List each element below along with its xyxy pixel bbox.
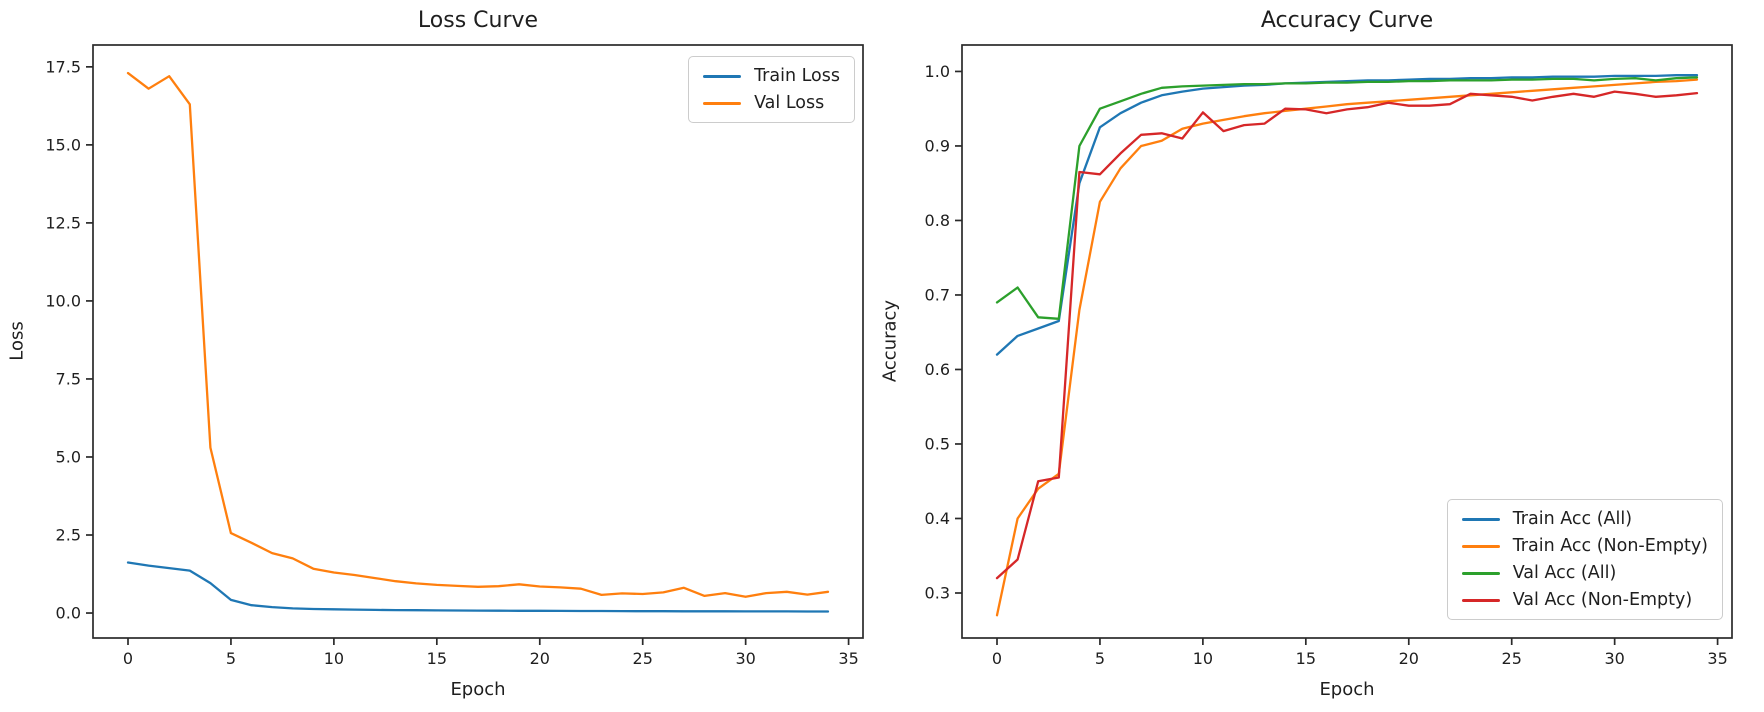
loss-x-axis-label: Epoch xyxy=(450,679,506,700)
legend-entry-train-loss: Train Loss xyxy=(703,64,840,88)
legend-entry-label: Val Acc (Non-Empty) xyxy=(1512,590,1693,610)
legend-line-sample xyxy=(1461,544,1500,548)
loss-legend: Train Loss Val Loss xyxy=(688,56,855,123)
y-tick-label: 0.4 xyxy=(925,509,950,528)
legend-entry-train-acc-all: Train Acc (All) xyxy=(1461,507,1708,531)
y-tick-label: 0.6 xyxy=(925,360,950,379)
y-tick-label: 2.5 xyxy=(56,526,81,545)
series-line-val-loss xyxy=(126,71,830,598)
x-tick-label: 20 xyxy=(530,649,550,668)
x-tick-label: 5 xyxy=(226,649,236,668)
legend-line-sample xyxy=(1461,571,1500,575)
x-tick-label: 35 xyxy=(838,649,858,668)
accuracy-curve-axes-frame xyxy=(961,44,1733,639)
x-tick-label: 30 xyxy=(735,649,755,668)
x-tick-label: 20 xyxy=(1399,649,1419,668)
legend-entry-label: Train Acc (All) xyxy=(1512,509,1633,529)
x-tick-label: 30 xyxy=(1604,649,1624,668)
accuracy-chart-title: Accuracy Curve xyxy=(1260,8,1434,33)
y-tick-label: 0.8 xyxy=(925,211,950,230)
series-line-train-acc-non-empty xyxy=(995,78,1699,617)
loss-curve-axes-frame xyxy=(92,44,864,639)
loss-chart-title: Loss Curve xyxy=(417,8,539,33)
x-tick-label: 15 xyxy=(427,649,447,668)
y-tick-label: 0.7 xyxy=(925,285,950,304)
x-tick-label: 10 xyxy=(324,649,344,668)
loss-y-axis-label: Loss xyxy=(6,321,28,361)
y-tick-label: 0.5 xyxy=(925,434,950,453)
legend-entry-train-acc-non-empty: Train Acc (Non-Empty) xyxy=(1461,534,1708,558)
x-tick-label: 10 xyxy=(1193,649,1213,668)
legend-entry-label: Val Loss xyxy=(754,93,825,113)
y-tick-label: 10.0 xyxy=(45,291,81,310)
y-tick-label: 0.3 xyxy=(925,583,950,602)
x-tick-label: 25 xyxy=(633,649,653,668)
x-tick-label: 25 xyxy=(1502,649,1522,668)
legend-entry-val-acc-non-empty: Val Acc (Non-Empty) xyxy=(1461,588,1708,612)
legend-entry-label: Train Loss xyxy=(754,66,840,86)
y-tick-label: 0.9 xyxy=(925,136,950,155)
accuracy-y-axis-label: Accuracy xyxy=(879,299,901,383)
series-line-train-loss xyxy=(126,561,830,613)
series-line-val-acc-non-empty xyxy=(995,90,1699,580)
y-tick-label: 0.0 xyxy=(56,604,81,623)
accuracy-legend: Train Acc (All) Train Acc (Non-Empty) Val … xyxy=(1446,499,1723,620)
x-tick-label: 0 xyxy=(992,649,1002,668)
x-tick-label: 35 xyxy=(1707,649,1727,668)
legend-line-sample xyxy=(703,101,742,105)
y-tick-label: 1.0 xyxy=(925,62,950,81)
legend-entry-val-loss: Val Loss xyxy=(703,91,840,115)
y-tick-label: 12.5 xyxy=(45,213,81,232)
legend-entry-label: Val Acc (All) xyxy=(1512,563,1617,583)
accuracy-x-axis-label: Epoch xyxy=(1319,679,1375,700)
legend-entry-val-acc-all: Val Acc (All) xyxy=(1461,561,1708,585)
y-tick-label: 5.0 xyxy=(56,447,81,466)
x-tick-label: 0 xyxy=(123,649,133,668)
x-tick-label: 15 xyxy=(1296,649,1316,668)
legend-entry-label: Train Acc (Non-Empty) xyxy=(1512,536,1708,556)
series-line-train-acc-all xyxy=(995,74,1699,356)
legend-line-sample xyxy=(703,74,742,78)
x-tick-label: 5 xyxy=(1095,649,1105,668)
y-tick-label: 17.5 xyxy=(45,57,81,76)
legend-line-sample xyxy=(1461,517,1500,521)
y-tick-label: 7.5 xyxy=(56,369,81,388)
series-line-val-acc-all xyxy=(995,76,1699,320)
y-tick-label: 15.0 xyxy=(45,135,81,154)
legend-line-sample xyxy=(1461,598,1500,602)
